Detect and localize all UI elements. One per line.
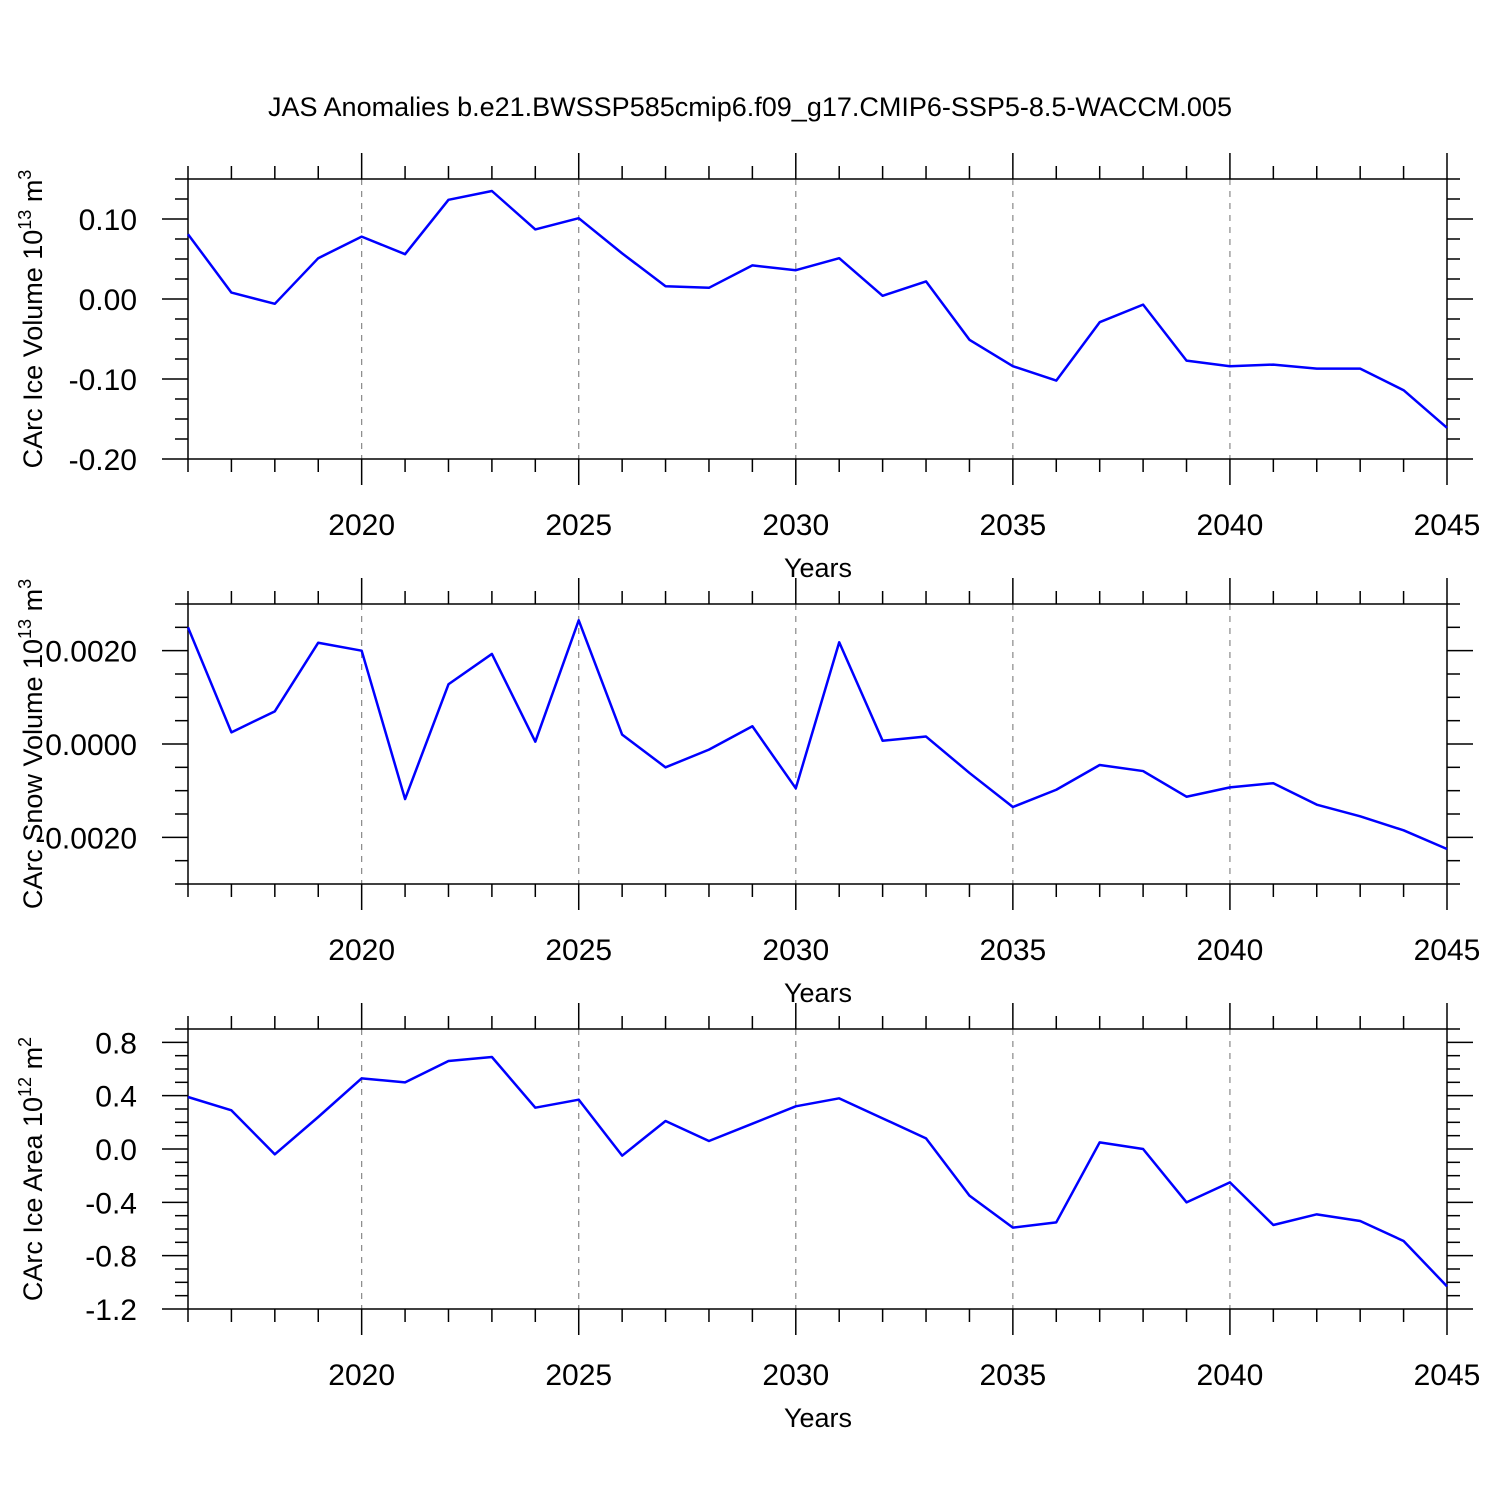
y-tick-label: -0.8: [85, 1241, 137, 1274]
data-series-line: [187, 1055, 1448, 1288]
x-tick-label: 2035: [979, 1359, 1046, 1392]
y-axis-label: CArc Snow Volume 1013 m3: [15, 579, 48, 909]
y-tick-label: 0.4: [95, 1081, 137, 1114]
panel-1: -0.20 -0.10 0.00 0.10 2020 2025 2030 2035 2040 20…: [15, 153, 1480, 583]
panel-3: -1.2 -0.8 -0.4 0.0 0.4 0.8 2020 2025 2030 2035 204…: [15, 1003, 1480, 1433]
x-tick-label: 2030: [762, 1359, 829, 1392]
x-tick-label: 2045: [1414, 934, 1481, 967]
x-tick-label: 2035: [979, 509, 1046, 542]
plot-frame: [187, 178, 1448, 460]
x-axis-label: Years: [784, 1403, 852, 1433]
plot-frame: [187, 1028, 1448, 1310]
x-tick-label: 2040: [1197, 1359, 1264, 1392]
x-tick-label: 2020: [328, 1359, 395, 1392]
x-tick-label: 2030: [762, 509, 829, 542]
data-series-line: [186, 189, 1448, 429]
chart-panels: -0.20 -0.10 0.00 0.10 2020 2025 2030 2035 2040 20…: [15, 153, 1480, 1433]
y-tick-label: -0.10: [69, 364, 137, 397]
plot-frame: [187, 603, 1448, 885]
x-tick-label: 2045: [1414, 1359, 1481, 1392]
x-tick-label: 2045: [1414, 509, 1481, 542]
x-tick-label: 2025: [545, 934, 612, 967]
y-tick-label: -1.2: [85, 1294, 137, 1327]
chart-title: JAS Anomalies b.e21.BWSSP585cmip6.f09_g1…: [268, 92, 1232, 122]
y-tick-label: -0.4: [85, 1187, 137, 1220]
x-tick-label: 2040: [1197, 509, 1264, 542]
x-tick-label: 2020: [328, 934, 395, 967]
y-tick-label: 0.10: [79, 204, 137, 237]
x-tick-label: 2035: [979, 934, 1046, 967]
y-tick-label: 0.8: [95, 1027, 137, 1060]
y-tick-label: 0.0: [95, 1134, 137, 1167]
y-axis-label: CArc Ice Volume 1013 m3: [15, 170, 48, 469]
x-axis-label: Years: [784, 978, 852, 1008]
y-tick-label: -0.0020: [35, 822, 137, 855]
y-axis-label: CArc Ice Area 1012 m2: [15, 1037, 48, 1301]
x-tick-label: 2025: [545, 509, 612, 542]
panel-2: -0.0020 0.0000 0.0020 2020 2025 2030 2035 2040 2…: [15, 578, 1480, 1008]
x-tick-label: 2020: [328, 509, 395, 542]
x-tick-label: 2025: [545, 1359, 612, 1392]
y-tick-label: 0.0000: [45, 729, 137, 762]
data-series-line: [186, 619, 1448, 851]
y-tick-label: 0.0020: [45, 636, 137, 669]
y-tick-label: 0.00: [79, 284, 137, 317]
x-axis-label: Years: [784, 553, 852, 583]
y-tick-label: -0.20: [69, 444, 137, 477]
x-tick-label: 2030: [762, 934, 829, 967]
x-tick-label: 2040: [1197, 934, 1264, 967]
